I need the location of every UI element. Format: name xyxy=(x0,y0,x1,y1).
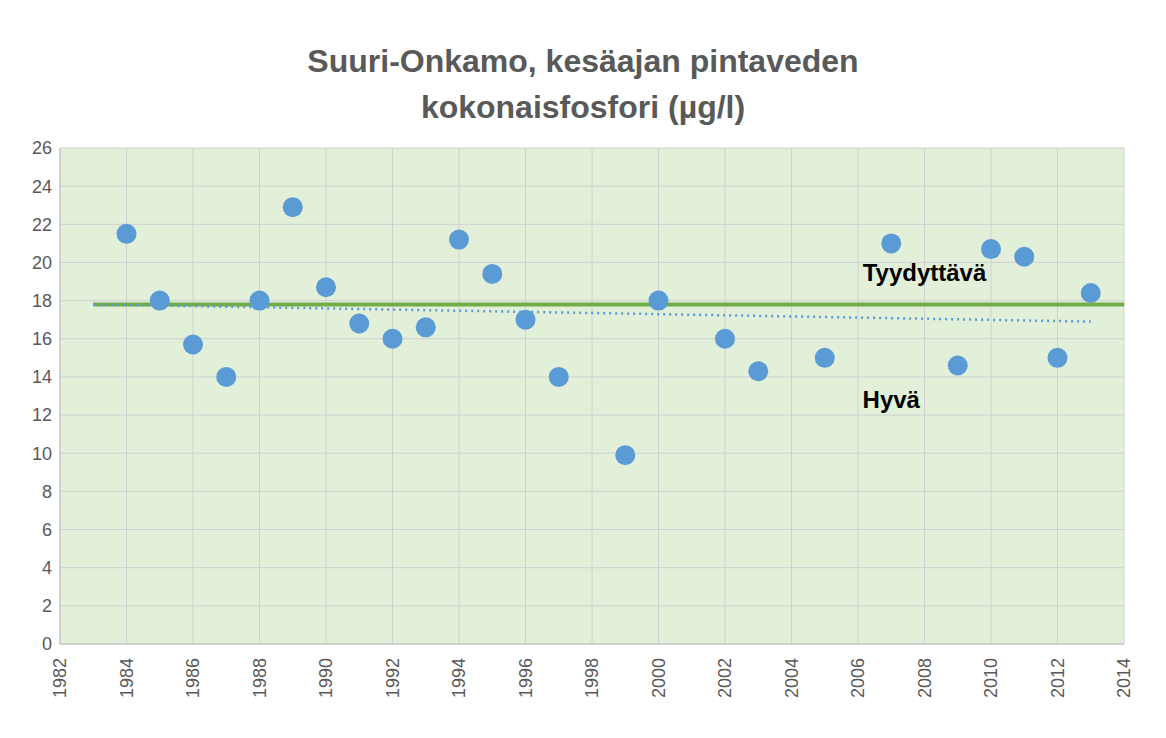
svg-text:16: 16 xyxy=(32,329,52,349)
svg-text:1998: 1998 xyxy=(582,658,602,698)
svg-text:2000: 2000 xyxy=(649,658,669,698)
svg-text:20: 20 xyxy=(32,253,52,273)
svg-text:4: 4 xyxy=(42,558,52,578)
svg-text:1996: 1996 xyxy=(516,658,536,698)
svg-text:2002: 2002 xyxy=(715,658,735,698)
svg-text:2: 2 xyxy=(42,596,52,616)
svg-text:2004: 2004 xyxy=(782,658,802,698)
html-text:Suuri-Onkamo, kesäajan pintave: Suuri-Onkamo, kesäajan pintaveden kokona… xyxy=(307,43,859,125)
svg-text:Tyydyttävä: Tyydyttävä xyxy=(863,259,987,286)
svg-text:12: 12 xyxy=(32,405,52,425)
svg-text:2010: 2010 xyxy=(981,658,1001,698)
svg-text:26: 26 xyxy=(32,138,52,158)
svg-text:6: 6 xyxy=(42,520,52,540)
svg-text:2014: 2014 xyxy=(1114,658,1134,698)
svg-text:1992: 1992 xyxy=(383,658,403,698)
svg-text:1990: 1990 xyxy=(316,658,336,698)
svg-text:0: 0 xyxy=(42,634,52,654)
svg-text:24: 24 xyxy=(32,177,52,197)
svg-text:14: 14 xyxy=(32,367,52,387)
svg-text:1994: 1994 xyxy=(449,658,469,698)
svg-text:1988: 1988 xyxy=(250,658,270,698)
svg-text:2008: 2008 xyxy=(915,658,935,698)
svg-text:8: 8 xyxy=(42,482,52,502)
svg-text:10: 10 xyxy=(32,444,52,464)
svg-text:22: 22 xyxy=(32,215,52,235)
svg-text:2006: 2006 xyxy=(848,658,868,698)
svg-text:1986: 1986 xyxy=(183,658,203,698)
svg-text:1984: 1984 xyxy=(117,658,137,698)
svg-text:1982: 1982 xyxy=(50,658,70,698)
svg-text:18: 18 xyxy=(32,291,52,311)
svg-text:Hyvä: Hyvä xyxy=(863,386,921,413)
svg-text:2012: 2012 xyxy=(1048,658,1068,698)
